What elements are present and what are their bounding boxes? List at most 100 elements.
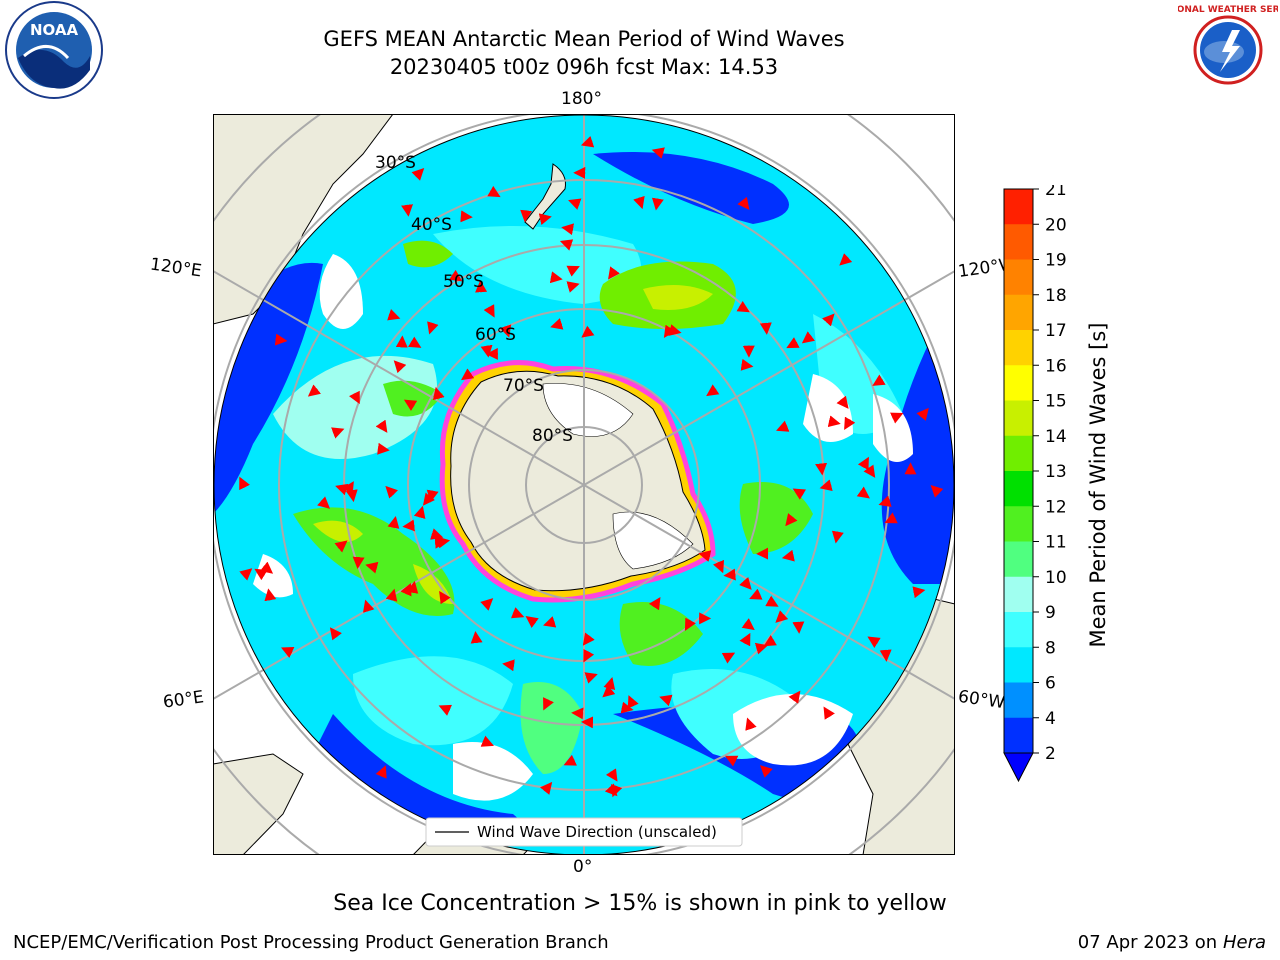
colorbar-tick-label: 2 <box>1045 744 1056 764</box>
wave-direction-arrow <box>510 607 525 619</box>
wave-direction-arrow <box>759 322 772 335</box>
wave-direction-arrow <box>483 304 495 318</box>
lon-label-120e: 120°E <box>148 254 203 282</box>
colorbar-cell <box>1004 330 1033 366</box>
colorbar-tick-label: 17 <box>1045 321 1067 341</box>
lat-label-70s: 70°S <box>503 376 544 396</box>
wave-direction-arrow <box>759 765 773 778</box>
wave-direction-arrow <box>605 768 618 782</box>
wave-direction-arrow <box>439 590 451 605</box>
wave-direction-arrow <box>737 196 750 210</box>
wave-direction-arrow <box>765 595 779 607</box>
wave-direction-arrow <box>792 488 807 500</box>
wave-direction-arrow <box>543 616 557 628</box>
wave-direction-arrow <box>568 198 582 210</box>
lat-label-60s: 60°S <box>475 325 516 345</box>
colorbar: 21 20 19 18 17 16 15 14 13 12 11 10 9 8 6 4 2 Mean Perio… <box>1003 185 1110 783</box>
wave-direction-arrow <box>377 442 390 455</box>
nws-logo: NATIONAL WEATHER SERVICE <box>1153 0 1280 100</box>
wave-direction-arrow <box>385 485 398 499</box>
colorbar-cell <box>1004 471 1033 507</box>
wave-direction-arrow <box>525 616 539 628</box>
southafrica-land <box>213 753 304 855</box>
wave-direction-arrow <box>438 704 453 716</box>
wave-direction-arrow <box>633 195 645 210</box>
wave-direction-arrow <box>470 631 483 644</box>
wave-direction-arrow <box>879 649 892 662</box>
wave-direction-arrow <box>566 265 580 277</box>
wave-direction-arrow <box>581 325 595 338</box>
wave-direction-arrow <box>827 415 841 428</box>
wave-direction-arrow <box>884 512 898 524</box>
wave-direction-arrow <box>401 204 413 217</box>
colorbar-cell <box>1004 224 1033 260</box>
wave-direction-arrow <box>916 407 929 421</box>
lon-label-60w: 60°W <box>956 686 1007 714</box>
wave-direction-arrow <box>651 147 665 159</box>
wave-direction-arrow <box>740 358 754 371</box>
colorbar-tick-label: 19 <box>1045 251 1067 271</box>
wave-direction-arrow <box>739 632 751 647</box>
colorbar-tick-label: 8 <box>1045 638 1056 658</box>
wave-direction-arrow <box>878 495 892 507</box>
nws-logo-text: NATIONAL WEATHER SERVICE <box>1178 5 1278 15</box>
wave-direction-arrow <box>724 755 739 767</box>
wave-direction-arrow <box>281 647 295 658</box>
wave-direction-arrow <box>499 324 512 338</box>
wave-direction-arrow <box>375 419 388 433</box>
wave-direction-arrow <box>620 701 634 714</box>
sea-ice-caption: Sea Ice Concentration > 15% is shown in … <box>333 891 947 916</box>
wave-direction-arrow <box>763 634 777 647</box>
colorbar-tick-label: 21 <box>1045 185 1067 200</box>
wave-direction-arrow <box>912 586 926 599</box>
wave-direction-arrow <box>403 399 418 411</box>
wave-direction-arrow <box>385 588 398 602</box>
colorbar-cell <box>1004 365 1033 401</box>
colorbar-tick-label: 18 <box>1045 286 1067 306</box>
wave-direction-arrow <box>427 321 439 335</box>
colorbar-cell <box>1004 541 1033 578</box>
wave-direction-arrow <box>566 281 580 293</box>
wave-direction-arrow <box>698 550 712 562</box>
colorbar-tick-label: 11 <box>1045 533 1067 553</box>
footer-date-text: 07 Apr 2023 on <box>1077 932 1223 953</box>
colorbar-tick-label: 14 <box>1045 427 1067 447</box>
colorbar-tick-label: 6 <box>1045 674 1056 694</box>
wave-direction-arrow <box>815 462 828 476</box>
wave-direction-arrow <box>480 735 495 747</box>
wave-direction-arrow <box>543 697 554 711</box>
wave-direction-arrow <box>460 210 473 223</box>
wave-direction-arrow <box>663 324 676 339</box>
footer-branch: NCEP/EMC/Verification Post Processing Pr… <box>13 932 609 953</box>
lat-label-80s: 80°S <box>532 426 573 446</box>
colorbar-cell <box>1004 717 1033 754</box>
wave-direction-arrow <box>432 386 445 401</box>
lon-label-60e: 60°E <box>161 687 206 713</box>
colorbar-tick-label: 15 <box>1045 392 1067 412</box>
colorbar-cell <box>1004 400 1033 437</box>
colorbar-tick-label: 13 <box>1045 462 1067 482</box>
wave-direction-arrow <box>538 213 552 226</box>
wave-direction-arrow <box>317 496 331 509</box>
wave-direction-arrow <box>844 416 856 431</box>
wave-direction-arrow <box>930 484 944 498</box>
wave-direction-arrow <box>776 420 790 432</box>
wave-direction-arrow <box>754 642 769 655</box>
colorbar-cell <box>1004 189 1033 225</box>
wave-direction-arrow <box>723 568 736 581</box>
wave-direction-arrow <box>741 618 755 631</box>
wave-direction-arrow <box>461 368 475 381</box>
wave-direction-arrow <box>480 598 494 611</box>
wave-direction-arrow <box>706 384 720 397</box>
wave-direction-arrow <box>362 599 375 613</box>
colorbar-cell <box>1004 294 1033 331</box>
colorbar-tick-label: 16 <box>1045 356 1067 376</box>
wave-direction-arrow <box>863 464 876 478</box>
wave-direction-arrow <box>448 269 463 282</box>
wave-direction-arrow <box>395 335 408 348</box>
wave-direction-arrow <box>331 427 345 439</box>
wave-direction-arrow <box>365 561 379 574</box>
wave-direction-arrow <box>786 337 800 349</box>
wave-direction-arrow <box>387 515 400 529</box>
wave-direction-arrow <box>659 694 673 707</box>
